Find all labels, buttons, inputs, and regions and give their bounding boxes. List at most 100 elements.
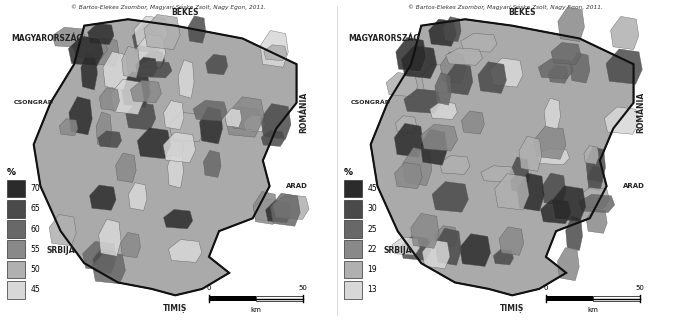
Polygon shape <box>81 52 97 90</box>
Polygon shape <box>83 241 117 271</box>
Polygon shape <box>272 195 309 220</box>
Polygon shape <box>410 213 439 248</box>
Polygon shape <box>400 236 431 260</box>
Text: 50: 50 <box>636 284 645 291</box>
Polygon shape <box>611 16 639 49</box>
Polygon shape <box>92 252 125 284</box>
Text: 65: 65 <box>30 204 40 213</box>
Polygon shape <box>206 54 228 75</box>
Text: 22: 22 <box>367 245 377 254</box>
Polygon shape <box>404 89 441 113</box>
Polygon shape <box>586 147 605 182</box>
Text: BÉKÉS: BÉKÉS <box>509 8 536 17</box>
Polygon shape <box>200 107 222 144</box>
Polygon shape <box>168 239 202 262</box>
Polygon shape <box>430 102 458 119</box>
Polygon shape <box>444 17 461 42</box>
Text: SRBIJA: SRBIJA <box>47 246 75 255</box>
FancyBboxPatch shape <box>344 281 363 299</box>
Polygon shape <box>90 185 116 210</box>
Polygon shape <box>557 248 579 281</box>
Polygon shape <box>103 52 128 90</box>
Polygon shape <box>541 199 571 224</box>
Polygon shape <box>440 52 466 83</box>
FancyBboxPatch shape <box>344 180 363 197</box>
Polygon shape <box>136 61 172 78</box>
Polygon shape <box>163 132 195 163</box>
Polygon shape <box>386 73 418 97</box>
Polygon shape <box>68 36 103 66</box>
Polygon shape <box>510 157 529 194</box>
Polygon shape <box>243 115 266 132</box>
Polygon shape <box>88 23 114 45</box>
Polygon shape <box>34 19 297 295</box>
Text: km: km <box>588 307 599 313</box>
Polygon shape <box>264 45 287 61</box>
Polygon shape <box>578 194 615 213</box>
Polygon shape <box>606 49 642 84</box>
Bar <box>593 296 640 301</box>
Polygon shape <box>132 24 163 53</box>
Text: 30: 30 <box>367 204 377 213</box>
Polygon shape <box>226 107 261 137</box>
Polygon shape <box>586 209 607 233</box>
Polygon shape <box>460 234 491 266</box>
Polygon shape <box>164 100 184 130</box>
Polygon shape <box>584 146 599 164</box>
Polygon shape <box>435 228 461 265</box>
Text: km: km <box>251 307 262 313</box>
Polygon shape <box>261 131 284 146</box>
Polygon shape <box>396 116 417 133</box>
Text: TIMIȘ: TIMIȘ <box>500 304 524 313</box>
Polygon shape <box>253 199 282 221</box>
Polygon shape <box>605 107 639 134</box>
Polygon shape <box>439 155 470 175</box>
Polygon shape <box>429 19 456 46</box>
Text: 50: 50 <box>299 284 308 291</box>
Text: 45: 45 <box>30 285 40 294</box>
Polygon shape <box>260 30 288 67</box>
Polygon shape <box>59 119 78 136</box>
Polygon shape <box>517 173 545 211</box>
Polygon shape <box>193 100 227 121</box>
Polygon shape <box>266 201 291 223</box>
Polygon shape <box>499 227 524 255</box>
FancyBboxPatch shape <box>344 200 363 218</box>
Polygon shape <box>98 219 121 256</box>
Polygon shape <box>98 131 121 148</box>
Text: 55: 55 <box>30 245 40 254</box>
Polygon shape <box>549 65 568 83</box>
Polygon shape <box>52 27 86 48</box>
Polygon shape <box>435 226 457 247</box>
Polygon shape <box>392 237 420 255</box>
Polygon shape <box>253 192 277 224</box>
Polygon shape <box>169 112 206 142</box>
Polygon shape <box>143 50 164 68</box>
Polygon shape <box>478 62 506 93</box>
FancyBboxPatch shape <box>7 261 26 278</box>
Text: CSONGRÁD: CSONGRÁD <box>13 100 54 105</box>
Polygon shape <box>116 153 136 183</box>
Bar <box>256 296 303 301</box>
Polygon shape <box>261 104 291 139</box>
Text: 45: 45 <box>367 184 377 193</box>
FancyBboxPatch shape <box>7 281 26 299</box>
Text: ROMÁNIA: ROMÁNIA <box>299 92 308 133</box>
Polygon shape <box>578 187 609 208</box>
Text: © Bartos-Elekes Zsombor, Magyari-Sáska Zsolt, Nagy Egon, 2011.: © Bartos-Elekes Zsombor, Magyari-Sáska Z… <box>71 5 266 11</box>
Text: TIMIȘ: TIMIȘ <box>163 304 187 313</box>
Polygon shape <box>69 97 92 135</box>
Polygon shape <box>534 126 566 159</box>
Polygon shape <box>94 38 119 66</box>
Text: 13: 13 <box>367 285 377 294</box>
Text: 19: 19 <box>367 265 377 274</box>
FancyBboxPatch shape <box>7 220 26 238</box>
Polygon shape <box>121 232 140 258</box>
Polygon shape <box>421 124 458 151</box>
Polygon shape <box>160 140 184 156</box>
Polygon shape <box>565 216 582 250</box>
Polygon shape <box>204 151 221 177</box>
Text: CSONGRÁD: CSONGRÁD <box>350 100 391 105</box>
Polygon shape <box>519 136 542 171</box>
Polygon shape <box>402 46 437 79</box>
